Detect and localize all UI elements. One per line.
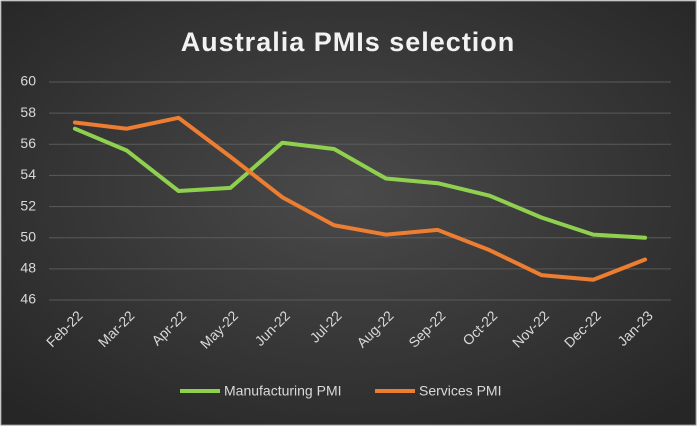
series-line [72, 126, 648, 240]
y-tick-label: 48 [20, 260, 36, 276]
y-tick-label: 60 [20, 73, 36, 89]
y-tick-label: 58 [20, 104, 36, 120]
legend-label: Manufacturing PMI [224, 383, 342, 399]
y-tick-label: 46 [20, 291, 36, 307]
legend-label: Services PMI [419, 383, 501, 399]
y-tick-label: 52 [20, 197, 36, 213]
series-line [72, 115, 648, 282]
chart-title: Australia PMIs selection [181, 27, 516, 57]
y-tick-label: 54 [20, 166, 36, 182]
y-tick-label: 50 [20, 228, 36, 244]
y-tick-label: 56 [20, 135, 36, 151]
